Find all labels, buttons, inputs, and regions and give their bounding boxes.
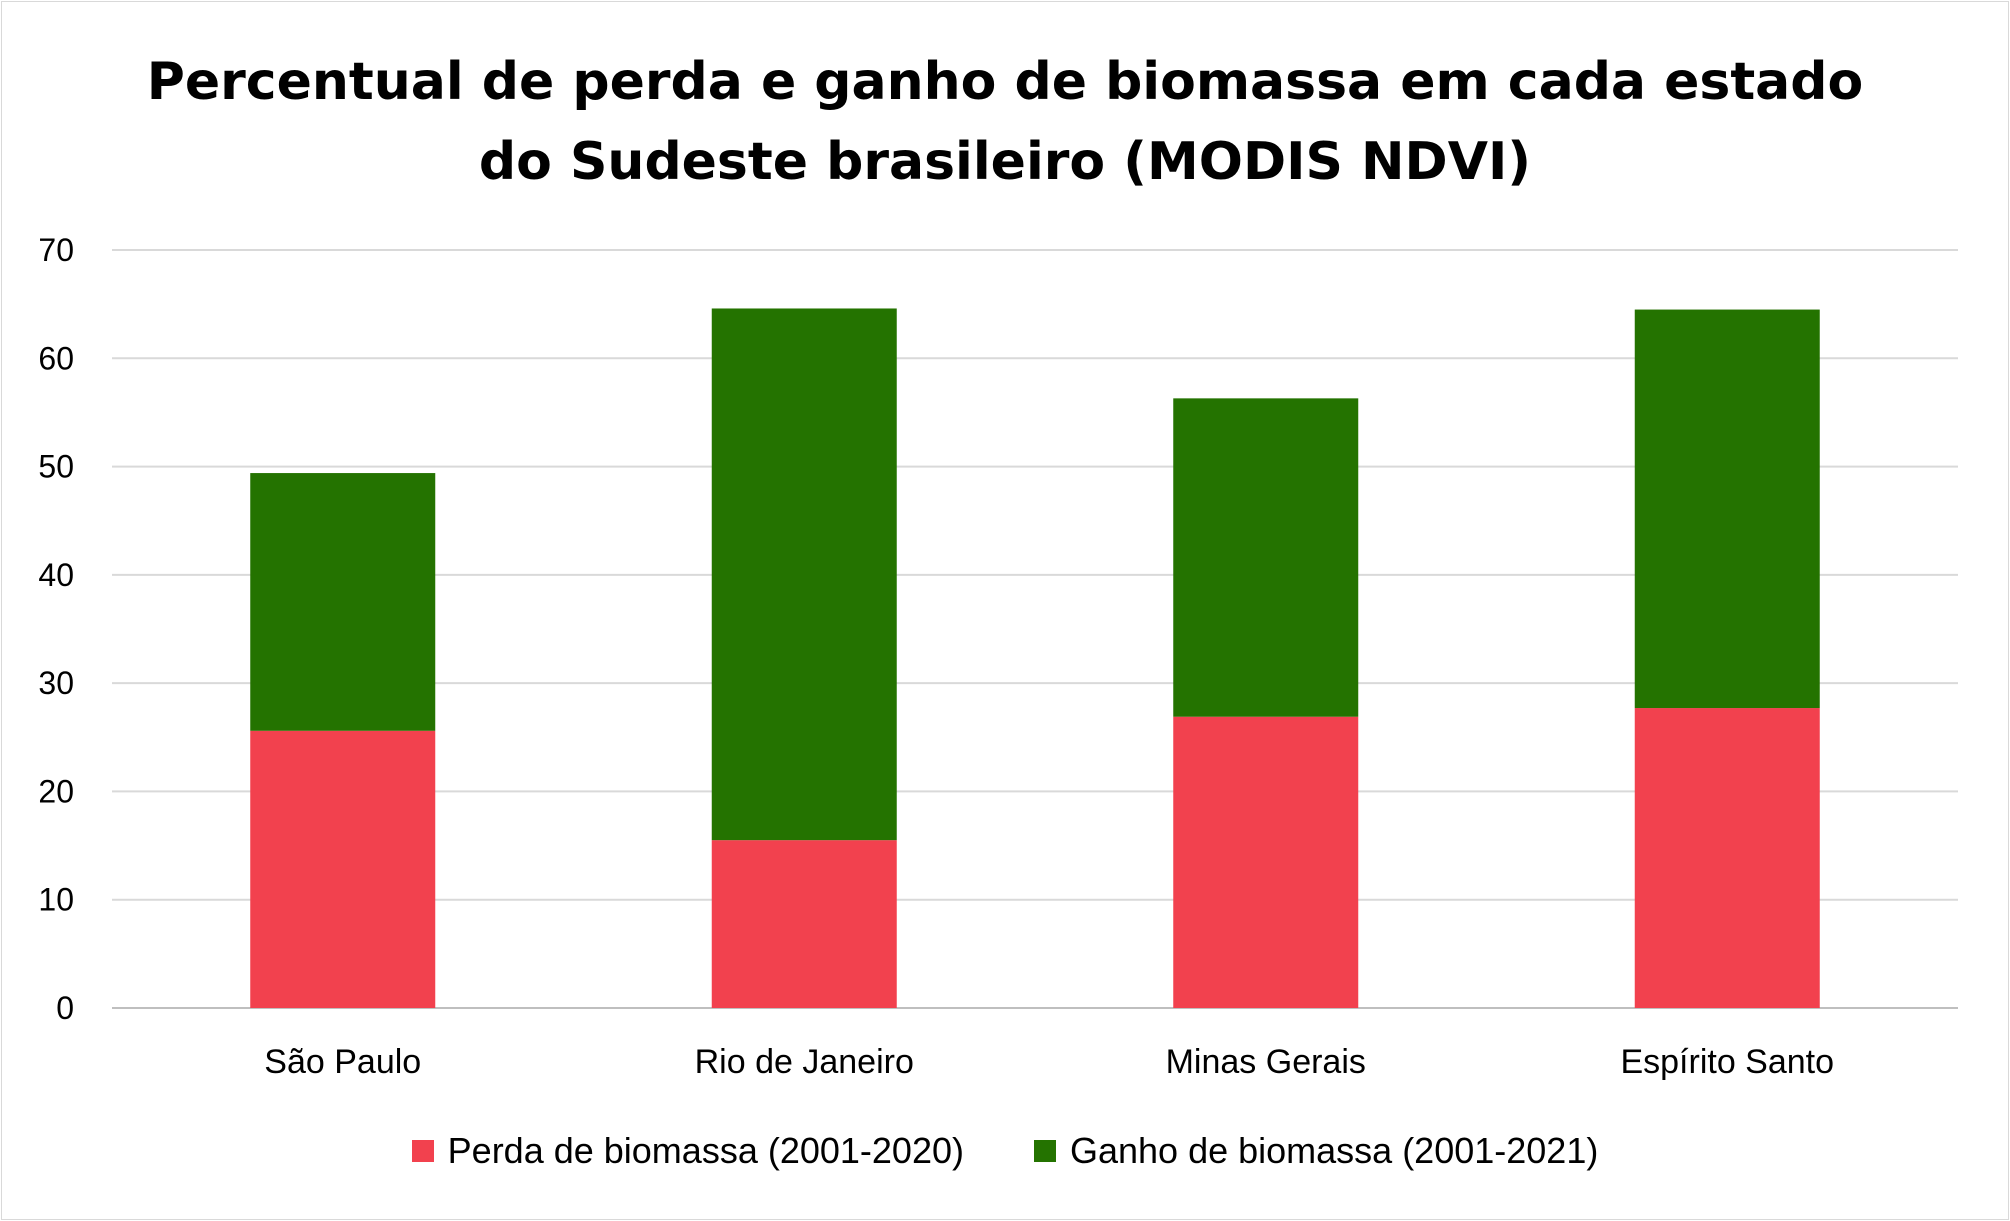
x-category-label: Minas Gerais [1166,1043,1366,1081]
x-category-label: São Paulo [264,1043,421,1081]
chart-title: Percentual de perda e ganho de biomassa … [0,42,2010,202]
bar-perda [711,840,897,1008]
x-category-label: Espírito Santo [1620,1043,1834,1081]
legend-item-ganho: Ganho de biomassa (2001-2021) [1033,1130,1599,1172]
legend-label-ganho: Ganho de biomassa (2001-2021) [1069,1130,1599,1171]
bar-perda [250,730,436,1008]
y-tick-label: 0 [56,990,74,1026]
y-tick-label: 50 [38,449,74,485]
legend-label-perda: Perda de biomassa (2001-2020) [447,1130,964,1171]
legend-swatch-ganho [1033,1140,1056,1162]
bar-perda [1634,708,1820,1008]
y-tick-label: 10 [38,882,74,918]
bar-ganho [1634,309,1820,709]
y-tick-label: 30 [38,665,74,701]
x-axis-categories: São Paulo Rio de Janeiro Minas Gerais Espír… [264,1043,1834,1081]
y-tick-label: 70 [38,232,74,268]
y-tick-label: 60 [38,340,74,376]
y-tick-label: 20 [38,773,74,809]
bar-ganho [1173,398,1359,717]
bars [250,308,1820,1008]
bar-perda [1173,716,1359,1008]
x-category-label: Rio de Janeiro [695,1043,914,1081]
legend-item-perda: Perda de biomassa (2001-2020) [411,1130,964,1172]
y-axis-ticks: 0 10 20 30 40 50 60 70 [38,232,74,1026]
legend-swatch-perda [411,1140,434,1162]
bar-ganho [250,473,436,731]
y-tick-label: 40 [38,557,74,593]
chart-title-line-2: do Sudeste brasileiro (MODIS NDVI) [478,132,1532,192]
legend: Perda de biomassa (2001-2020) Ganho de b… [0,1130,2010,1172]
bar-ganho [711,308,897,841]
chart-title-line-1: Percentual de perda e ganho de biomassa … [146,52,1864,112]
